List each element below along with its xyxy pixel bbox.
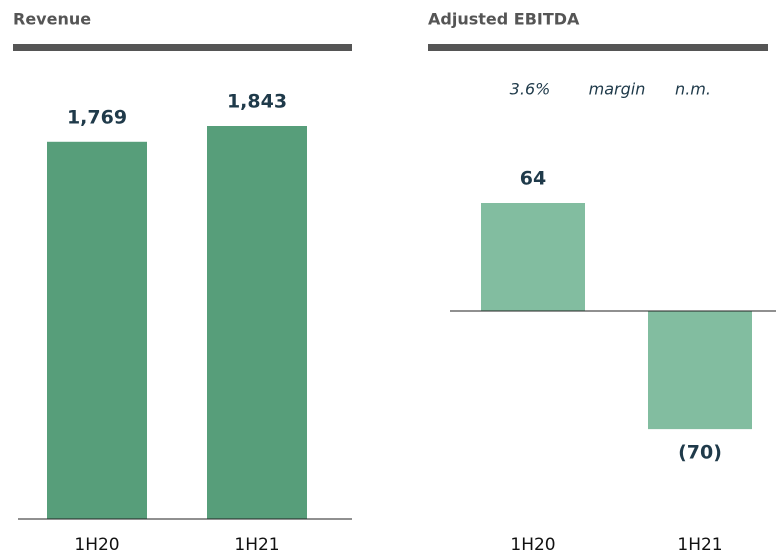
x-tick-label: 1H21 [677,535,722,555]
annotation: 3.6% [510,80,551,99]
bar [207,126,307,519]
bar [47,141,147,519]
x-tick-label: 1H20 [74,535,119,555]
chart-title: Revenue [13,10,91,29]
data-label: 1,769 [67,106,127,128]
x-tick-label: 1H20 [510,535,555,555]
annotation: margin [589,80,646,99]
bar [648,311,752,430]
x-tick-label: 1H21 [234,535,279,555]
bar [481,203,585,311]
title-rule [13,44,352,51]
title-rule [428,44,768,51]
data-label: (70) [678,442,722,464]
chart-title: Adjusted EBITDA [428,10,580,29]
annotation: n.m. [675,80,711,99]
data-label: 64 [520,168,546,190]
data-label: 1,843 [227,91,287,113]
